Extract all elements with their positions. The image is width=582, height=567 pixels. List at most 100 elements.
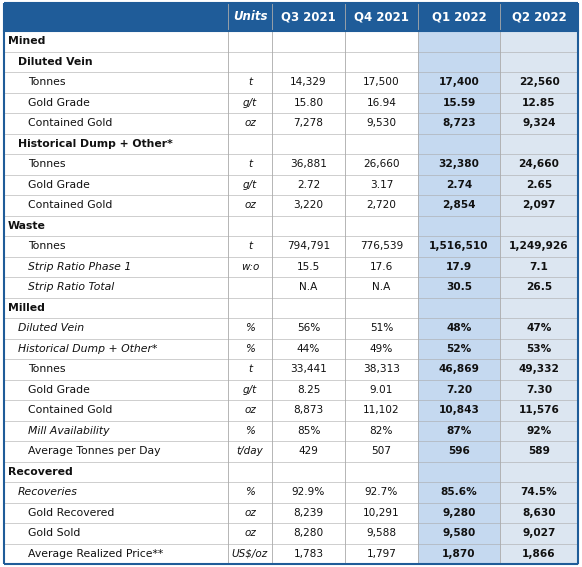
Text: Tonnes: Tonnes (28, 241, 66, 251)
Bar (4, 441, 418, 462)
Text: 17.9: 17.9 (446, 262, 472, 272)
Bar (4, 544, 418, 564)
Text: 33,441: 33,441 (290, 364, 327, 374)
Text: 14,329: 14,329 (290, 77, 327, 87)
Text: Contained Gold: Contained Gold (28, 119, 112, 128)
Text: 15.59: 15.59 (442, 98, 475, 108)
Text: 9,588: 9,588 (367, 528, 396, 538)
Text: 1,783: 1,783 (293, 549, 324, 558)
Bar (418, 544, 500, 564)
Text: 8,630: 8,630 (522, 508, 556, 518)
Text: Diluted Vein: Diluted Vein (18, 323, 84, 333)
Text: 26,660: 26,660 (363, 159, 400, 170)
Text: 15.5: 15.5 (297, 262, 320, 272)
Bar (500, 72, 578, 92)
Text: Q2 2022: Q2 2022 (512, 11, 566, 23)
Text: w:o: w:o (241, 262, 259, 272)
Text: 11,102: 11,102 (363, 405, 400, 415)
Text: 9.01: 9.01 (370, 385, 393, 395)
Text: Gold Recovered: Gold Recovered (28, 508, 115, 518)
Bar (418, 298, 500, 318)
Text: 24,660: 24,660 (519, 159, 559, 170)
Text: 32,380: 32,380 (439, 159, 480, 170)
Bar (418, 400, 500, 421)
Text: Historical Dump + Other*: Historical Dump + Other* (18, 344, 158, 354)
Text: g/t: g/t (243, 385, 257, 395)
Bar (418, 318, 500, 338)
Text: 82%: 82% (370, 426, 393, 436)
Bar (418, 215, 500, 236)
Bar (500, 52, 578, 72)
Text: 10,843: 10,843 (439, 405, 480, 415)
Text: 9,530: 9,530 (367, 119, 396, 128)
Bar (4, 72, 418, 92)
Bar (418, 338, 500, 359)
Text: 3,220: 3,220 (293, 200, 324, 210)
Text: Gold Grade: Gold Grade (28, 98, 90, 108)
Text: Average Tonnes per Day: Average Tonnes per Day (28, 446, 161, 456)
Bar (500, 482, 578, 502)
Text: N.A: N.A (372, 282, 391, 292)
Text: Mill Availability: Mill Availability (28, 426, 109, 436)
Text: Waste: Waste (8, 221, 46, 231)
Text: 36,881: 36,881 (290, 159, 327, 170)
Text: oz: oz (244, 405, 256, 415)
Text: oz: oz (244, 508, 256, 518)
Text: 3.17: 3.17 (370, 180, 393, 190)
Text: Mined: Mined (8, 36, 45, 46)
Bar (500, 256, 578, 277)
Text: 9,280: 9,280 (442, 508, 475, 518)
Text: 2,720: 2,720 (367, 200, 396, 210)
Bar (500, 523, 578, 544)
Bar (418, 277, 500, 298)
Bar (500, 133, 578, 154)
Text: 596: 596 (448, 446, 470, 456)
Text: oz: oz (244, 528, 256, 538)
Bar (4, 318, 418, 338)
Bar (4, 379, 418, 400)
Text: 7.20: 7.20 (446, 385, 472, 395)
Text: Contained Gold: Contained Gold (28, 405, 112, 415)
Text: 44%: 44% (297, 344, 320, 354)
Bar (500, 175, 578, 195)
Text: 1,866: 1,866 (522, 549, 556, 558)
Bar (500, 154, 578, 175)
Text: Recoveries: Recoveries (18, 487, 78, 497)
Text: 429: 429 (299, 446, 318, 456)
Bar (500, 502, 578, 523)
Text: Q3 2021: Q3 2021 (281, 11, 336, 23)
Bar (500, 215, 578, 236)
Bar (418, 52, 500, 72)
Text: 8,873: 8,873 (293, 405, 324, 415)
Bar (418, 359, 500, 379)
Text: Gold Grade: Gold Grade (28, 385, 90, 395)
Text: 85%: 85% (297, 426, 320, 436)
Text: oz: oz (244, 200, 256, 210)
Bar (418, 523, 500, 544)
Text: 8,280: 8,280 (293, 528, 324, 538)
Text: %: % (245, 344, 255, 354)
Text: 2.72: 2.72 (297, 180, 320, 190)
Bar (418, 441, 500, 462)
Text: 52%: 52% (446, 344, 471, 354)
Bar (4, 502, 418, 523)
Text: US$/oz: US$/oz (232, 549, 268, 558)
Bar (418, 482, 500, 502)
Bar (4, 256, 418, 277)
Text: 17,500: 17,500 (363, 77, 400, 87)
Bar (500, 298, 578, 318)
Bar (4, 523, 418, 544)
Text: Diluted Vein: Diluted Vein (18, 57, 93, 67)
Text: 48%: 48% (446, 323, 471, 333)
Text: 85.6%: 85.6% (441, 487, 477, 497)
Text: %: % (245, 323, 255, 333)
Text: Gold Sold: Gold Sold (28, 528, 80, 538)
Text: g/t: g/t (243, 180, 257, 190)
Text: Strip Ratio Phase 1: Strip Ratio Phase 1 (28, 262, 132, 272)
Bar (418, 502, 500, 523)
Text: 46,869: 46,869 (439, 364, 480, 374)
Text: Tonnes: Tonnes (28, 77, 66, 87)
Bar (4, 338, 418, 359)
Bar (4, 482, 418, 502)
Text: %: % (245, 426, 255, 436)
